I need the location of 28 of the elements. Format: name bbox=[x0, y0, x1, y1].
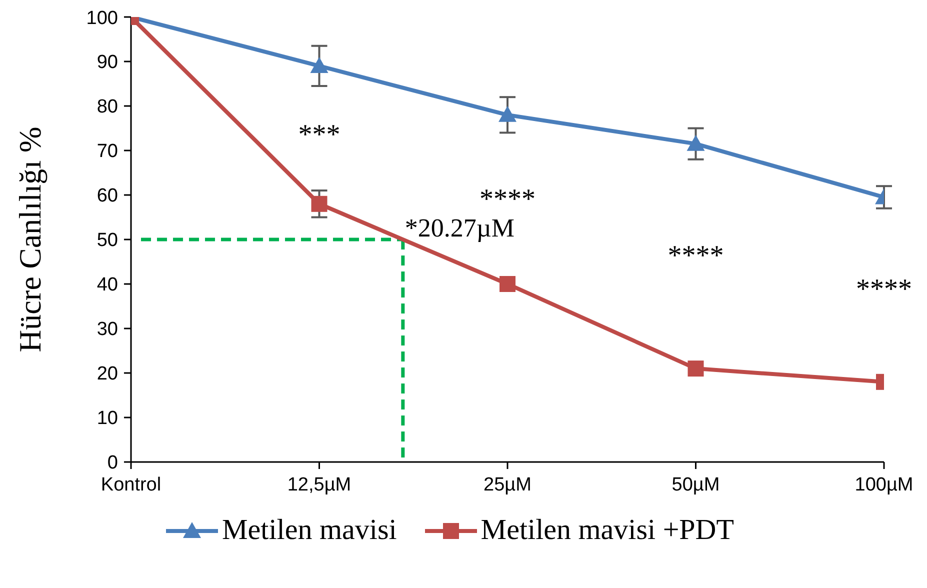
annotation: **** bbox=[856, 274, 912, 306]
x-tick-label: 12,5µM bbox=[287, 474, 352, 496]
annotation: *** bbox=[298, 119, 340, 150]
x-tick-label: Kontrol bbox=[100, 474, 162, 496]
annotation: **** bbox=[668, 240, 724, 272]
ref-line-label: *20.27µM bbox=[404, 214, 515, 242]
y-tick-label: 30 bbox=[96, 319, 118, 340]
point bbox=[311, 196, 328, 212]
point bbox=[498, 106, 516, 122]
y-tick-label: 100 bbox=[86, 8, 118, 29]
y-tick-label: 40 bbox=[96, 274, 118, 296]
point bbox=[500, 276, 516, 292]
x-tick-label: 25µM bbox=[484, 474, 532, 496]
y-tick-label: 20 bbox=[96, 364, 118, 385]
y-tick-label: 80 bbox=[96, 96, 118, 118]
y-tick-label: 60 bbox=[96, 186, 118, 207]
y-tick-label: 0 bbox=[107, 452, 118, 474]
y-tick-label: 10 bbox=[96, 408, 118, 430]
x-tick-label: 100µM bbox=[854, 474, 914, 496]
x-tick-label: 50µM bbox=[672, 474, 720, 496]
annotation: **** bbox=[480, 184, 536, 215]
y-tick-label: 50 bbox=[96, 230, 118, 252]
y-tick-label: 70 bbox=[96, 141, 118, 162]
y-tick-label: 90 bbox=[96, 52, 118, 74]
point bbox=[310, 56, 328, 73]
legend-label: Metilen mavisi +PDT bbox=[480, 514, 734, 547]
legend-label: Metilen mavisi bbox=[222, 514, 397, 547]
y-axis-title: Hücre Canlılığı % bbox=[12, 126, 48, 352]
